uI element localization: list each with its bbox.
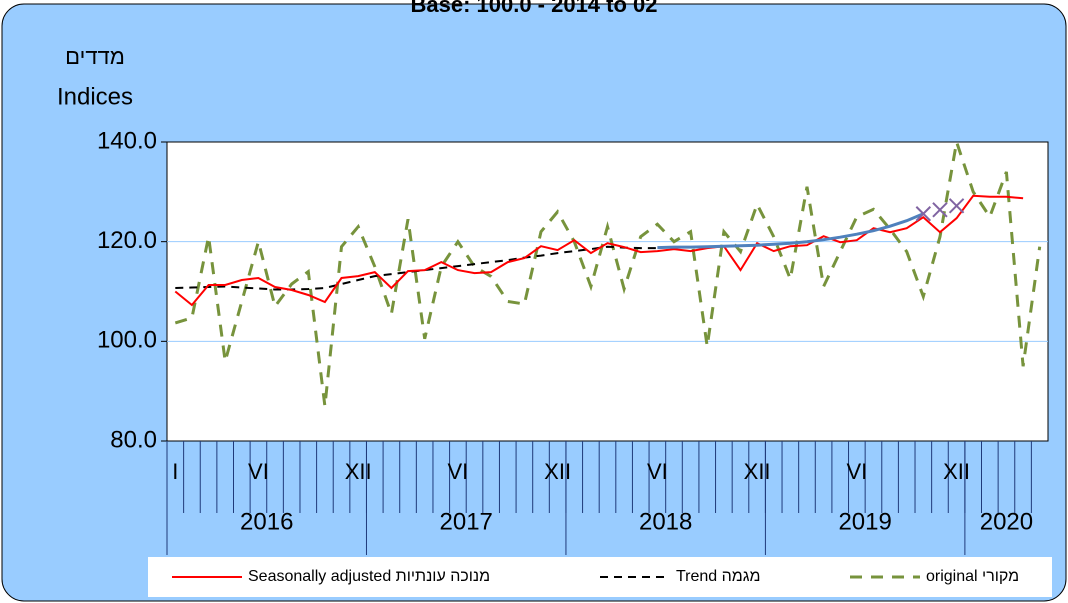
y-tick-label: 80.0 [110, 426, 157, 453]
x-tick-label: XII [744, 459, 771, 484]
legend-label: Seasonally adjusted מנוכה עונתיות [248, 568, 490, 585]
series-line [657, 212, 924, 250]
series-line [174, 194, 1024, 307]
year-label: 2016 [240, 508, 293, 535]
y-tick-label: 100.0 [97, 327, 157, 354]
legend-label: Trend מגמה [676, 568, 761, 585]
year-label: 2017 [440, 508, 493, 535]
year-label: 2020 [980, 508, 1033, 535]
x-tick-label: I [172, 459, 178, 484]
x-tick-label: XII [544, 459, 571, 484]
y-tick-label: 140.0 [97, 127, 157, 154]
series-marker [932, 202, 948, 218]
chart-title: Base: 100.0 - 2014 to 02 [410, 0, 657, 17]
x-tick-label: VI [248, 459, 269, 484]
x-tick-label: VI [647, 459, 668, 484]
x-tick-label: VI [447, 459, 468, 484]
y-axis-label: Indices [57, 83, 133, 110]
x-tick-label: XII [345, 459, 372, 484]
series-marker [915, 206, 932, 222]
year-label: 2019 [838, 508, 891, 535]
y-tick-label: 120.0 [97, 227, 157, 254]
legend-label: original מקורי [926, 568, 1019, 585]
x-tick-label: VI [846, 459, 867, 484]
x-tick-label: XII [943, 459, 970, 484]
series-marker [948, 198, 965, 214]
year-label: 2018 [639, 508, 692, 535]
y-axis-label-hebrew: מדדים [65, 44, 125, 69]
plot-area [166, 141, 1049, 442]
series-line [174, 141, 1042, 407]
